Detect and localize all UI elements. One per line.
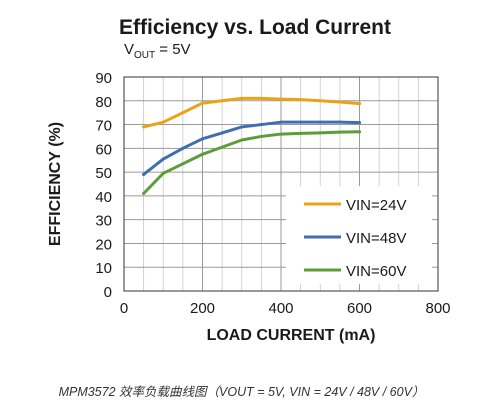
series-1-point xyxy=(161,120,165,124)
series-3-point xyxy=(338,130,342,134)
series-2-point xyxy=(161,157,165,161)
series-1-point xyxy=(318,99,322,103)
series-2-point xyxy=(240,125,244,129)
y-tick-label: 70 xyxy=(95,118,112,135)
series-3-point xyxy=(181,162,185,166)
series-2-point xyxy=(220,131,224,135)
series-2-point xyxy=(318,120,322,124)
series-2-point xyxy=(201,137,204,141)
series-2-point xyxy=(338,120,342,124)
series-1-point xyxy=(220,99,224,103)
y-tick-label: 10 xyxy=(95,260,112,277)
plot-frame xyxy=(123,76,439,292)
series-2-point xyxy=(299,120,303,124)
y-tick-label: 50 xyxy=(95,165,112,182)
legend: VIN=24V VIN=48V VIN=60V xyxy=(286,186,432,284)
series-2-point xyxy=(259,123,263,127)
y-axis-label: EFFICIENCY (%) xyxy=(47,122,64,246)
series-1-point xyxy=(240,96,244,100)
x-tick-label: 600 xyxy=(347,300,372,317)
x-tick-label: 800 xyxy=(425,300,450,317)
series-1-point xyxy=(299,98,303,102)
x-tick-label: 0 xyxy=(120,300,128,317)
series-3-point xyxy=(259,134,263,138)
chart-caption: MPM3572 效率负载曲线图（VOUT = 5V, VIN = 24V / 4… xyxy=(58,385,425,399)
series-2-point xyxy=(279,120,283,124)
x-tick-label: 400 xyxy=(268,300,293,317)
chart-subtitle: VOUT = 5V xyxy=(124,41,191,61)
series-line-1 xyxy=(142,96,361,129)
series-1-point xyxy=(181,111,185,115)
series-1-point xyxy=(338,100,342,104)
series-1-point xyxy=(279,97,283,101)
series-2-point xyxy=(358,121,361,125)
series-line-3 xyxy=(142,130,361,196)
series-2-point xyxy=(142,172,146,176)
series-3-point xyxy=(279,132,283,136)
legend-label-2: VIN=48V xyxy=(346,230,406,247)
y-tick-label: 30 xyxy=(95,213,112,230)
y-tick-label: 40 xyxy=(95,189,112,206)
y-tick-label: 0 xyxy=(104,284,112,301)
y-tick-label: 80 xyxy=(95,94,112,111)
series-3-point xyxy=(201,152,204,156)
y-tick-label: 60 xyxy=(95,141,112,158)
legend-label-3: VIN=60V xyxy=(346,263,406,280)
y-tick-label: 90 xyxy=(95,70,112,87)
chart-title: Efficiency vs. Load Current xyxy=(119,16,391,39)
legend-label-1: VIN=24V xyxy=(346,197,406,214)
series-1-point xyxy=(142,125,146,129)
y-tick-label: 20 xyxy=(95,236,112,253)
series-1-point xyxy=(259,96,263,100)
series-2-point xyxy=(181,146,185,150)
series-3-point xyxy=(240,138,244,142)
series-3-point xyxy=(142,192,146,196)
series-1-point xyxy=(358,102,361,106)
series-line-2 xyxy=(142,120,361,176)
series-3-point xyxy=(358,130,361,134)
series-1-point xyxy=(201,101,204,105)
x-tick-label: 200 xyxy=(190,300,215,317)
legend-box xyxy=(286,186,432,284)
series-3-point xyxy=(161,171,165,175)
x-axis-label: LOAD CURRENT (mA) xyxy=(207,327,376,344)
series-3-point xyxy=(299,131,303,135)
series-3-point xyxy=(318,131,322,135)
series-3-point xyxy=(220,145,224,149)
